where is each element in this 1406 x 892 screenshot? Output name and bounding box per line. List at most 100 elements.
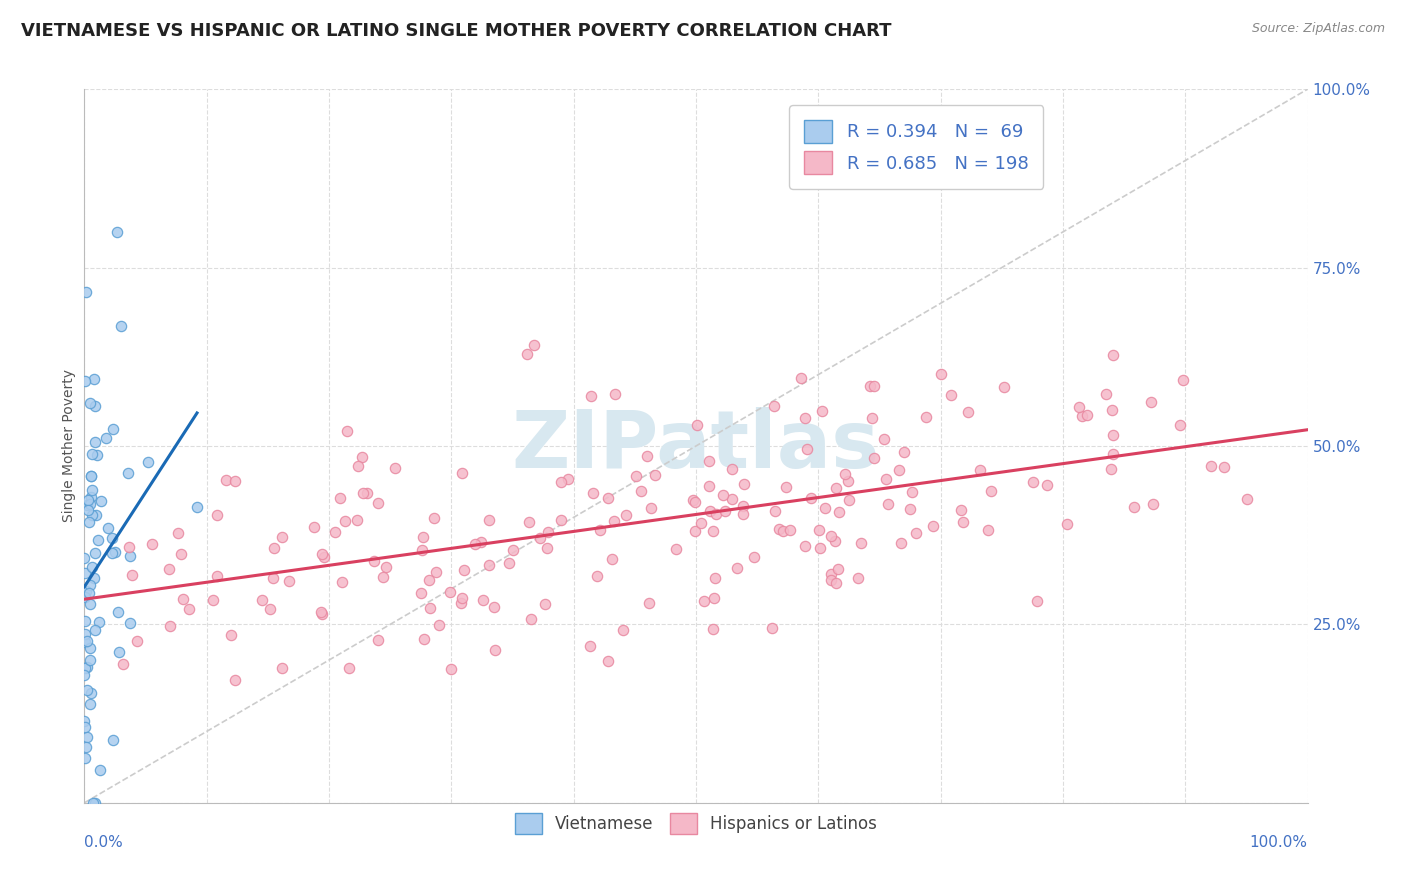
Point	[683, 524, 706, 538]
Point	[83, 399, 105, 413]
Point	[731, 499, 754, 513]
Point	[1099, 462, 1122, 476]
Point	[721, 492, 744, 507]
Point	[877, 497, 900, 511]
Point	[713, 504, 735, 518]
Point	[330, 574, 353, 589]
Legend: Vietnamese, Hispanics or Latinos: Vietnamese, Hispanics or Latinos	[509, 806, 883, 841]
Point	[827, 562, 849, 576]
Point	[692, 594, 714, 608]
Point	[796, 442, 818, 456]
Point	[814, 501, 837, 516]
Point	[73, 566, 96, 580]
Point	[579, 640, 602, 654]
Point	[828, 505, 851, 519]
Point	[141, 536, 163, 550]
Point	[1102, 428, 1125, 442]
Point	[825, 481, 848, 495]
Point	[101, 531, 124, 545]
Point	[683, 495, 706, 509]
Point	[682, 493, 704, 508]
Point	[863, 450, 886, 465]
Point	[704, 507, 727, 521]
Point	[413, 632, 436, 646]
Point	[205, 569, 228, 583]
Point	[335, 514, 357, 528]
Point	[931, 367, 953, 381]
Point	[1056, 516, 1078, 531]
Point	[889, 463, 911, 477]
Point	[84, 623, 107, 637]
Point	[73, 667, 96, 681]
Point	[440, 662, 463, 676]
Point	[586, 569, 609, 583]
Point	[1101, 402, 1123, 417]
Point	[312, 549, 335, 564]
Point	[87, 533, 110, 547]
Point	[76, 660, 98, 674]
Point	[107, 606, 129, 620]
Point	[418, 573, 440, 587]
Point	[904, 525, 927, 540]
Point	[859, 379, 882, 393]
Point	[100, 546, 122, 560]
Point	[772, 524, 794, 539]
Point	[898, 502, 921, 516]
Point	[76, 503, 98, 517]
Point	[703, 591, 725, 605]
Point	[278, 574, 301, 589]
Point	[263, 541, 285, 556]
Point	[373, 569, 395, 583]
Point	[86, 448, 108, 462]
Point	[224, 673, 246, 687]
Point	[79, 396, 101, 410]
Point	[323, 525, 346, 540]
Point	[733, 476, 755, 491]
Point	[86, 508, 108, 522]
Point	[637, 596, 659, 610]
Point	[725, 561, 748, 575]
Point	[721, 462, 744, 476]
Point	[224, 475, 246, 489]
Point	[450, 596, 472, 610]
Point	[80, 469, 103, 483]
Point	[1213, 460, 1236, 475]
Point	[761, 621, 783, 635]
Point	[172, 591, 194, 606]
Point	[775, 481, 797, 495]
Point	[346, 513, 368, 527]
Point	[451, 466, 474, 480]
Point	[640, 500, 662, 515]
Point	[699, 504, 721, 518]
Point	[75, 590, 97, 604]
Point	[872, 432, 894, 446]
Point	[1199, 458, 1222, 473]
Point	[367, 632, 389, 647]
Point	[498, 556, 520, 570]
Point	[311, 607, 333, 621]
Point	[763, 503, 786, 517]
Point	[352, 450, 374, 464]
Point	[79, 698, 101, 712]
Point	[644, 467, 666, 482]
Point	[477, 558, 499, 572]
Point	[439, 585, 461, 599]
Text: 0.0%: 0.0%	[84, 835, 124, 850]
Point	[763, 399, 786, 413]
Point	[117, 467, 139, 481]
Point	[534, 597, 557, 611]
Point	[1168, 417, 1191, 432]
Point	[105, 225, 128, 239]
Point	[347, 459, 370, 474]
Point	[702, 622, 724, 636]
Point	[270, 661, 292, 675]
Point	[82, 796, 104, 810]
Point	[101, 422, 124, 436]
Point	[422, 511, 444, 525]
Point	[557, 472, 579, 486]
Point	[1123, 500, 1146, 515]
Point	[993, 380, 1015, 394]
Point	[90, 494, 112, 508]
Point	[808, 523, 831, 537]
Point	[82, 483, 104, 497]
